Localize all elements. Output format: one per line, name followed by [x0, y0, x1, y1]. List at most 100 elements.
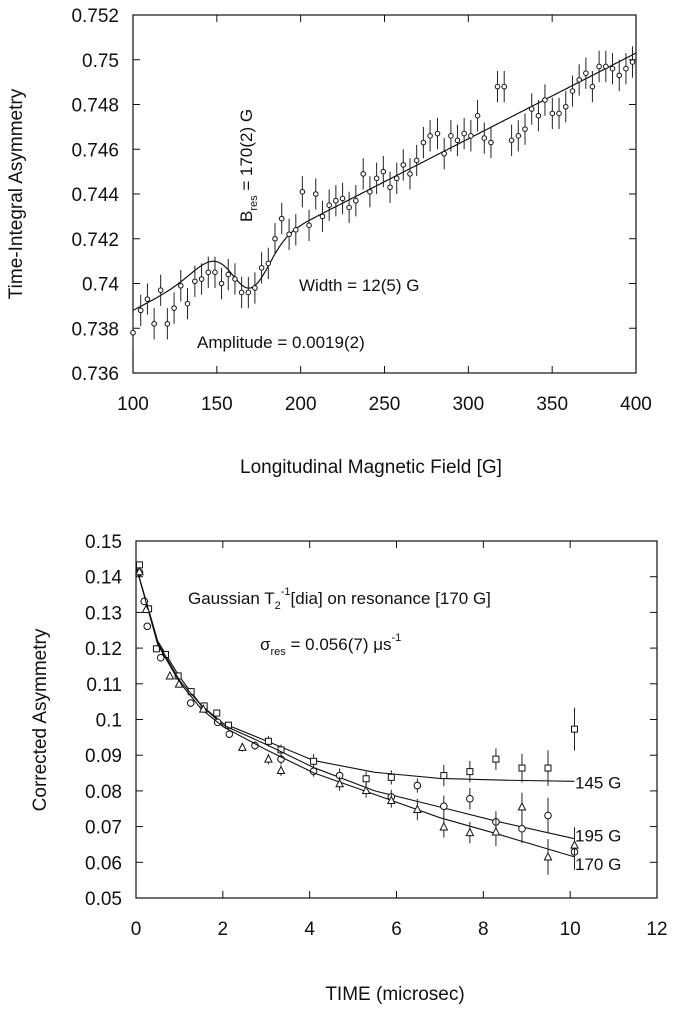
data-point-triangle	[543, 851, 553, 861]
data-point	[596, 63, 602, 70]
bottom-plot: 0 2 4 6 8 10 12 0.05 0.06 0.07 0.08 0.09 0.1 0.11 0.12…	[30, 532, 668, 1005]
data-point	[427, 133, 433, 139]
top-x-axis-label: Longitudinal Magnetic Field [G]	[240, 457, 502, 478]
data-point	[278, 215, 285, 222]
data-point	[177, 282, 184, 289]
data-point-circle	[544, 811, 552, 820]
data-point-square	[518, 764, 526, 772]
data-point	[252, 285, 258, 291]
data-point-square	[213, 709, 221, 717]
data-point	[299, 188, 306, 195]
y-tick-label: 0.738	[71, 319, 119, 340]
y-tick-label: 0.09	[85, 746, 122, 767]
y-tick-label: 0.06	[85, 853, 122, 874]
data-point	[232, 276, 238, 282]
y-tick-label: 0.14	[85, 568, 122, 589]
y-tick-label: 0.742	[71, 230, 119, 251]
bottom-x-axis-label: TIME (microsec)	[325, 984, 464, 1005]
data-point-square	[152, 645, 160, 653]
data-point	[448, 133, 454, 139]
data-point-square	[187, 688, 195, 696]
data-point	[441, 150, 447, 157]
data-point	[130, 329, 136, 336]
data-point	[339, 195, 346, 202]
y-tick-label: 0.07	[85, 818, 122, 839]
data-point	[481, 135, 488, 141]
data-point	[387, 184, 393, 191]
y-tick-label: 0.05	[85, 889, 122, 910]
x-tick-label: 6	[391, 919, 402, 940]
y-tick-label: 0.74	[82, 275, 119, 296]
data-point-square	[362, 775, 370, 783]
data-point	[474, 112, 481, 119]
amplitude-annotation: Amplitude = 0.0019(2)	[197, 333, 365, 352]
data-point-triangle	[386, 795, 396, 805]
data-point	[360, 171, 367, 177]
fit-curve	[132, 52, 637, 311]
data-point-square	[466, 768, 474, 776]
sigma-annotation: σres = 0.056(7) μs-1	[260, 632, 401, 658]
x-tick-label: 8	[478, 919, 489, 940]
y-tick-label: 0.752	[71, 6, 119, 27]
data-point	[151, 320, 157, 327]
data-point	[488, 139, 494, 146]
bres-annotation: Bres = 170(2) G	[237, 109, 260, 222]
data-point	[312, 191, 319, 197]
y-tick-label: 0.1	[96, 711, 122, 732]
y-tick-label: 0.13	[85, 603, 122, 624]
data-point	[616, 72, 623, 79]
data-point-triangle	[439, 821, 449, 831]
data-point	[380, 168, 387, 175]
x-tick-label: 400	[620, 394, 652, 415]
data-point	[535, 112, 542, 119]
data-point-square	[544, 764, 552, 772]
data-point	[562, 103, 569, 110]
data-point	[609, 65, 616, 72]
x-tick-label: 100	[117, 394, 149, 415]
data-point-circle	[466, 794, 474, 803]
x-tick-label: 300	[452, 394, 484, 415]
data-point	[265, 260, 272, 267]
data-point	[413, 157, 420, 164]
data-point	[218, 280, 225, 287]
data-point-circle	[225, 730, 234, 738]
x-tick-label: 250	[369, 394, 401, 415]
data-point	[272, 235, 278, 242]
data-point	[556, 110, 562, 117]
data-point	[319, 213, 326, 220]
series-label: 145 G	[575, 773, 621, 792]
data-point	[569, 88, 576, 94]
data-point	[576, 77, 582, 83]
y-tick-label: 0.08	[85, 782, 122, 803]
data-point	[549, 110, 556, 117]
y-tick-label: 0.736	[71, 364, 119, 385]
top-y-axis-label: Time-Integral Asymmetry	[6, 88, 27, 299]
data-point	[528, 106, 535, 112]
data-point-circle	[156, 653, 165, 662]
data-point	[501, 83, 508, 90]
data-point-triangle	[491, 826, 501, 836]
y-tick-label: 0.744	[71, 185, 119, 206]
fit-curve-195g	[135, 565, 575, 840]
data-point-circle	[440, 802, 448, 811]
data-point-circle	[413, 781, 422, 790]
data-point	[238, 289, 245, 296]
data-point-circle	[518, 824, 526, 833]
data-point	[144, 296, 151, 302]
data-point	[420, 139, 427, 146]
data-point	[326, 202, 332, 208]
width-annotation: Width = 12(5) G	[299, 276, 419, 295]
data-point	[508, 137, 515, 144]
data-point	[306, 222, 312, 229]
top-plot: 100 150 200 250 300 350 400 0.736 0.738 0.74 0.742…	[6, 6, 652, 478]
data-point	[522, 126, 528, 132]
data-point-triangle	[276, 765, 286, 775]
data-point	[542, 97, 548, 103]
data-point	[468, 133, 474, 139]
data-point-triangle	[335, 778, 345, 788]
data-point	[373, 175, 380, 182]
top-plot-frame	[132, 14, 637, 374]
y-tick-label: 0.11	[86, 675, 122, 696]
data-point	[258, 265, 265, 271]
